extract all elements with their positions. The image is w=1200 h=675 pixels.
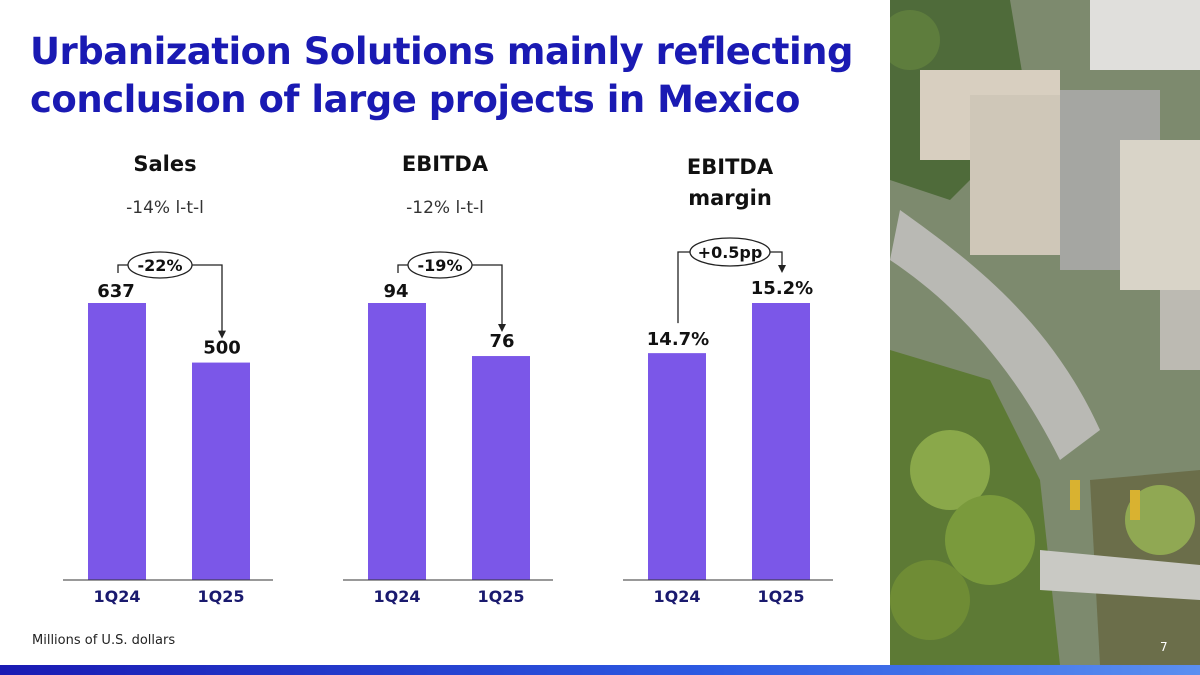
arrow-head [778,265,786,273]
change-pill [689,237,771,267]
change-label: -22% [138,256,183,275]
bar-1q24 [88,303,146,580]
sales-panel-title: Sales [133,152,197,176]
ebitda-margin-panel-title: EBITDA margin [686,155,774,210]
x-tick-label: 1Q25 [478,587,525,606]
change-pill [127,251,193,279]
x-tick-label: 1Q24 [654,587,701,606]
units-footnote: Millions of U.S. dollars [32,633,176,648]
x-tick-label: 1Q25 [198,587,245,606]
x-tick-label: 1Q25 [758,587,805,606]
data-label: 500 [203,338,241,359]
aerial-city-photo [890,0,1200,665]
change-label: -19% [418,256,463,275]
data-label: 76 [489,331,514,352]
bar-1q25 [192,362,250,580]
page-title: Urbanization Solutions mainly reflecting… [30,30,853,121]
data-label: 94 [383,281,408,302]
bottom-accent-bar [0,665,1200,675]
bar-1q25 [752,303,810,580]
bar-1q24 [648,353,706,580]
ebitda-panel-subtitle: -12% l-t-l [406,198,484,218]
ebitda-panel-title: EBITDA [401,152,489,176]
arrow-head [498,324,506,333]
data-label: 15.2% [751,278,813,299]
x-tick-label: 1Q24 [94,587,141,606]
change-pill [407,251,473,279]
x-tick-label: 1Q24 [374,587,421,606]
bar-1q25 [472,356,530,580]
sales-panel-subtitle: -14% l-t-l [126,198,204,218]
arrow-head [218,330,226,339]
change-label: +0.5pp [698,243,763,262]
bar-charts: 1Q24 1Q25 637 500 -22% 1Q24 1Q25 94 76 -19% 1Q24 1Q… [63,237,833,606]
data-label: 14.7% [647,329,709,350]
data-label: 637 [97,281,135,302]
page-number: 7 [1160,640,1168,654]
bar-1q24 [368,303,426,580]
